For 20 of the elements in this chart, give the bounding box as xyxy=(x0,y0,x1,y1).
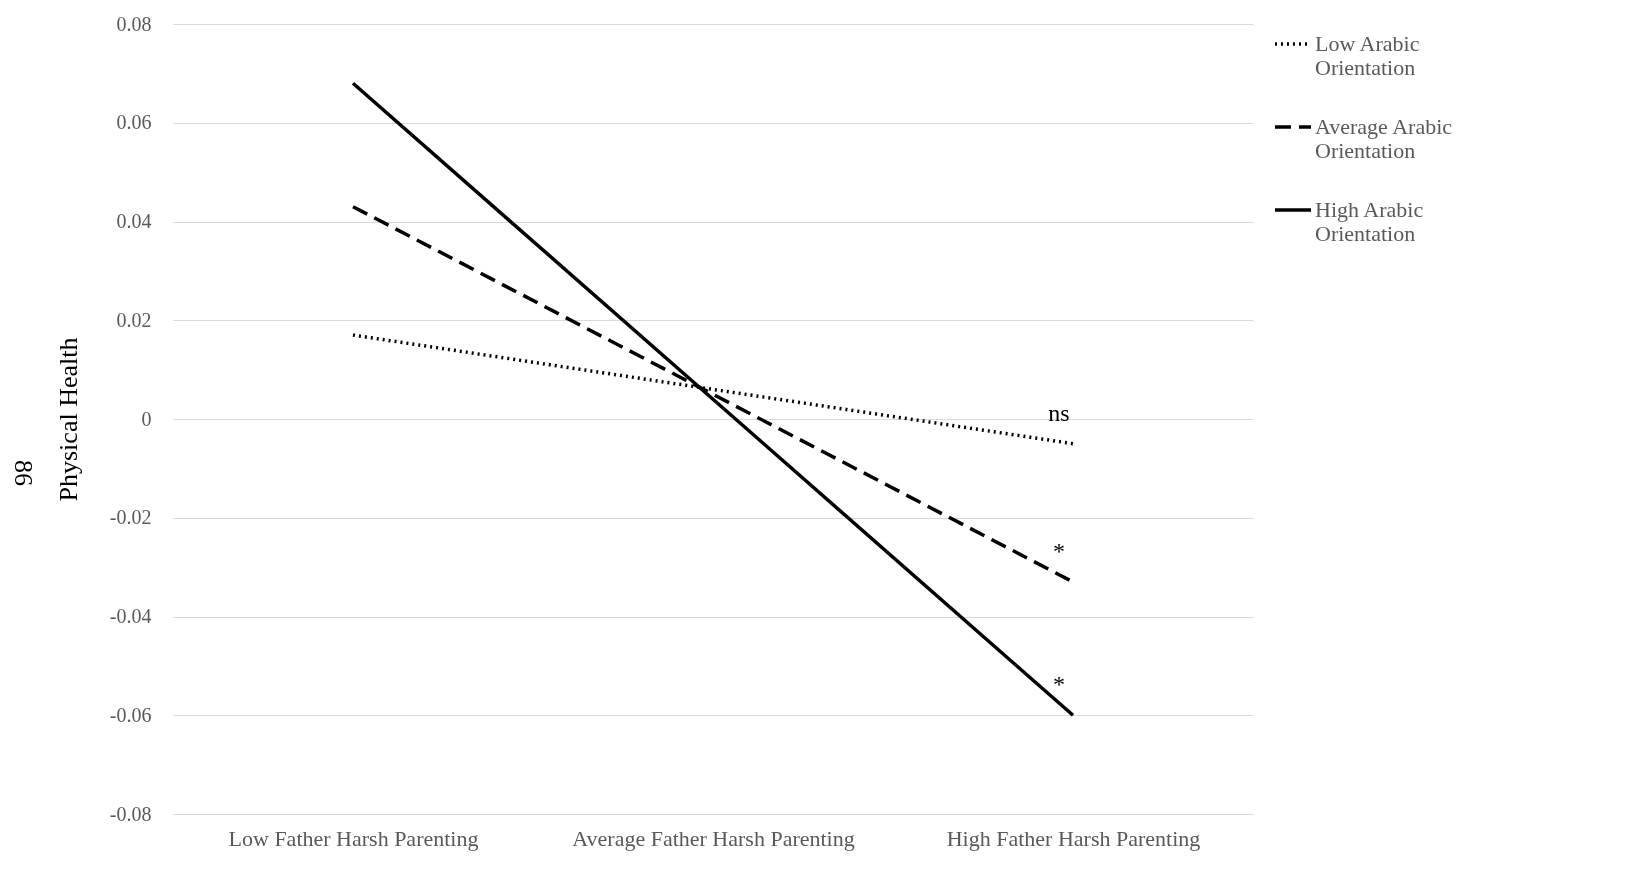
y-tick-label: 0.04 xyxy=(116,210,152,232)
y-tick-label: -0.08 xyxy=(109,802,152,825)
y-axis-title: Physical Health xyxy=(53,337,83,502)
x-tick-label: Low Father Harsh Parenting xyxy=(228,825,479,851)
y-tick-label: -0.02 xyxy=(109,506,152,529)
y-tick-label: -0.06 xyxy=(109,703,152,726)
annotation: * xyxy=(1053,671,1065,698)
legend-label: High Arabic Orientation xyxy=(1315,197,1424,246)
x-tick-label: Average Father Harsh Parenting xyxy=(572,825,855,851)
y-tick-label: 0.06 xyxy=(116,111,152,134)
text: 86 xyxy=(9,460,38,486)
legend-label: Average Arabic Orientation xyxy=(1315,114,1453,163)
annotation: * xyxy=(1053,537,1065,564)
legend-label: Low Arabic Orientation xyxy=(1315,31,1420,80)
y-tick-label: 0 xyxy=(141,407,152,430)
y-tick-label: 0.08 xyxy=(116,12,152,35)
x-tick-label: High Father Harsh Parenting xyxy=(946,825,1201,851)
y-tick-label: 0.02 xyxy=(116,308,152,331)
y-tick-label: -0.04 xyxy=(109,605,152,627)
annotation: ns xyxy=(1048,399,1070,426)
